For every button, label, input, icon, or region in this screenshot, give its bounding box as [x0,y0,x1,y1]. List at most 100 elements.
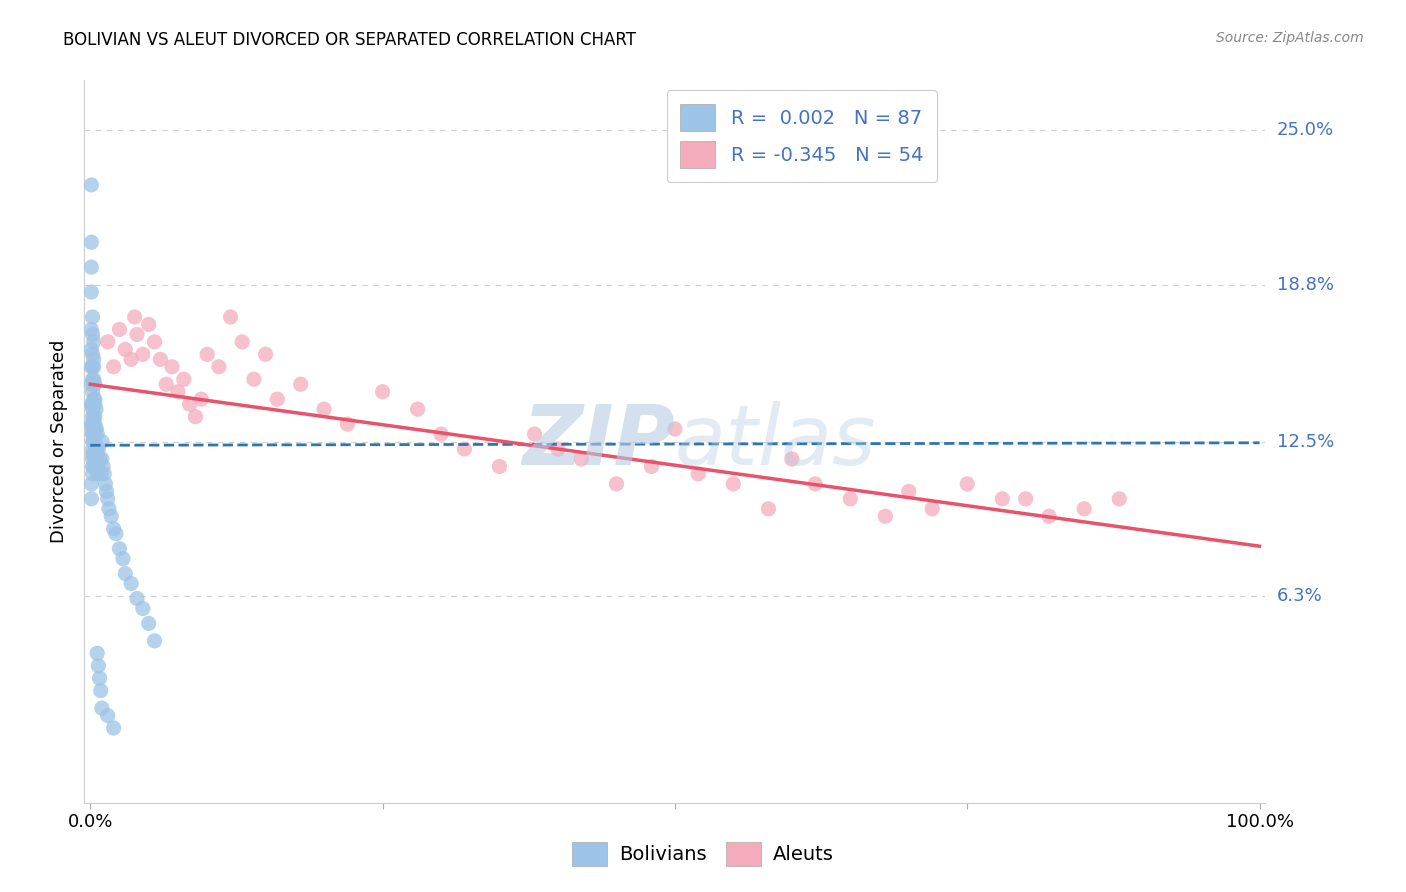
Point [82,467,104,481]
Point [804,476,827,491]
Point [173,372,195,386]
Point [83,434,105,449]
Point [1015,491,1038,506]
Point [80,343,103,357]
Text: 6.3%: 6.3% [1277,587,1322,605]
Point [640,459,662,474]
Point [83,409,105,424]
Point [82,409,104,424]
Point [82,427,104,442]
Point [83,452,105,467]
Point [82,427,104,442]
Point [160,359,183,374]
Point [83,434,105,449]
Point [91,459,114,474]
Point [266,392,288,407]
Point [758,501,780,516]
Point [82,384,104,399]
Point [86,467,108,481]
Point [143,633,166,648]
Point [80,260,103,274]
Point [82,434,104,449]
Point [89,452,111,467]
Point [114,343,136,357]
Point [132,601,155,615]
Point [87,459,110,474]
Point [143,334,166,349]
Point [406,402,429,417]
Point [93,467,115,481]
Legend: Bolivians, Aleuts: Bolivians, Aleuts [565,834,841,873]
Point [1038,509,1060,524]
Point [82,422,104,436]
Point [82,442,104,456]
Point [125,591,148,606]
Point [83,417,105,431]
Point [83,397,105,411]
Point [82,327,104,342]
Point [103,721,125,735]
Point [80,322,103,336]
Point [124,310,146,324]
Point [312,402,335,417]
Point [90,434,112,449]
Point [1073,501,1095,516]
Point [723,476,745,491]
Point [569,452,592,467]
Point [103,359,125,374]
Point [82,397,104,411]
Point [108,322,131,336]
Point [83,372,105,386]
Point [84,422,107,436]
Point [97,491,120,506]
Point [336,417,359,431]
Point [82,347,104,361]
Point [114,566,136,581]
Y-axis label: Divorced or Separated: Divorced or Separated [51,340,69,543]
Point [82,359,104,374]
Point [991,491,1014,506]
Text: BOLIVIAN VS ALEUT DIVORCED OR SEPARATED CORRELATION CHART: BOLIVIAN VS ALEUT DIVORCED OR SEPARATED … [63,31,637,49]
Point [664,422,686,436]
Point [82,402,104,417]
Point [90,683,112,698]
Point [90,467,112,481]
Point [97,501,120,516]
Point [84,402,107,417]
Point [138,318,160,332]
Point [82,372,104,386]
Text: 25.0%: 25.0% [1277,121,1334,139]
Point [219,310,242,324]
Point [83,459,105,474]
Text: atlas: atlas [675,401,876,482]
Point [875,509,897,524]
Point [190,392,212,407]
Point [956,476,979,491]
Point [371,384,394,399]
Legend: R =  0.002   N = 87, R = -0.345   N = 54: R = 0.002 N = 87, R = -0.345 N = 54 [666,90,936,182]
Point [80,178,103,192]
Point [523,427,546,442]
Point [83,409,105,424]
Point [89,671,111,685]
Text: 18.8%: 18.8% [1277,276,1333,293]
Point [87,658,110,673]
Text: Source: ZipAtlas.com: Source: ZipAtlas.com [1216,31,1364,45]
Point [149,352,172,367]
Point [80,235,103,250]
Point [83,392,105,407]
Point [195,347,218,361]
Point [231,334,253,349]
Point [155,377,177,392]
Point [780,452,803,467]
Point [83,392,105,407]
Point [184,409,207,424]
Point [430,427,453,442]
Point [120,576,142,591]
Point [488,459,510,474]
Point [83,422,105,436]
Point [86,646,108,660]
Point [688,467,710,481]
Point [80,476,103,491]
Point [87,442,110,456]
